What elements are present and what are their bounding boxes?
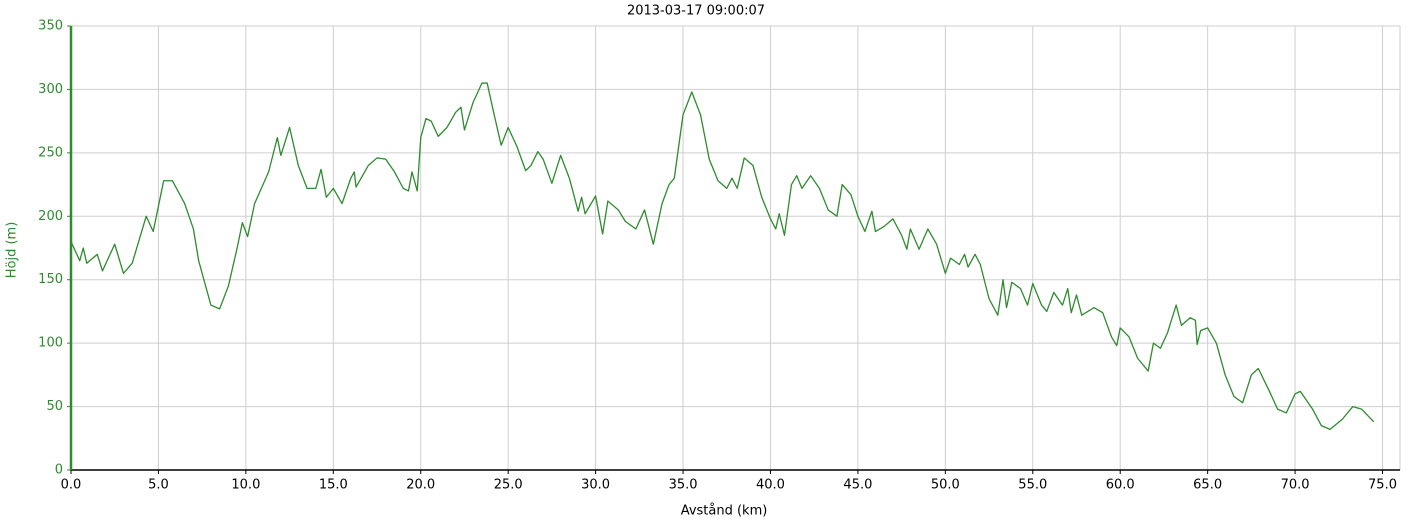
- y-axis-label: Höjd (m): [5, 222, 20, 279]
- x-tick-label: 45.0: [843, 478, 872, 493]
- x-tick-label: 30.0: [581, 478, 610, 493]
- y-tick-label: 250: [38, 145, 63, 160]
- y-tick-label: 0: [55, 463, 63, 478]
- y-tick-label: 100: [38, 336, 63, 351]
- x-tick-label: 0.0: [61, 478, 82, 493]
- y-tick-label: 150: [38, 272, 63, 287]
- x-tick-label: 15.0: [319, 478, 348, 493]
- x-tick-label: 60.0: [1106, 478, 1135, 493]
- x-tick-label: 70.0: [1281, 478, 1310, 493]
- y-tick-label: 350: [38, 19, 63, 34]
- x-tick-label: 25.0: [494, 478, 523, 493]
- x-axis-label: Avstånd (km): [681, 504, 768, 519]
- y-tick-label: 200: [38, 209, 63, 224]
- line-series: [70, 82, 1375, 431]
- x-tick-label: 75.0: [1368, 478, 1397, 493]
- x-tick-label: 40.0: [756, 478, 785, 493]
- x-tick-label: 20.0: [406, 478, 435, 493]
- x-tick-label: 50.0: [931, 478, 960, 493]
- y-tick-label: 300: [38, 82, 63, 97]
- x-tick-label: 55.0: [1018, 478, 1047, 493]
- x-tick-label: 5.0: [148, 478, 169, 493]
- chart-title: 2013-03-17 09:00:07: [627, 4, 765, 19]
- x-tick-label: 10.0: [231, 478, 260, 493]
- x-tick-label: 65.0: [1193, 478, 1222, 493]
- y-tick-label: 50: [46, 399, 63, 414]
- x-tick-label: 35.0: [669, 478, 698, 493]
